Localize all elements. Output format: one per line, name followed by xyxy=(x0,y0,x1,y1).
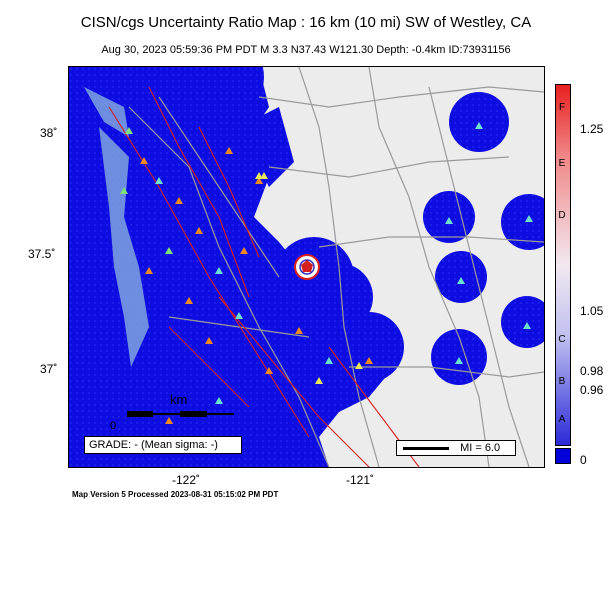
colorbar-letter-a: A xyxy=(558,414,566,425)
mi-legend-label: MI = 6.0 xyxy=(460,442,501,454)
colorbar-value-0-98: 0.98 xyxy=(580,364,604,378)
uncertainty-map xyxy=(68,66,545,468)
uncertainty-colorbar xyxy=(555,84,571,446)
lat-label-37: 37˚ xyxy=(40,362,58,376)
mi-legend: MI = 6.0 xyxy=(396,440,516,456)
colorbar-letter-d: D xyxy=(558,210,566,221)
map-title: CISN/cgs Uncertainty Ratio Map : 16 km (… xyxy=(80,14,532,31)
colorbar-letter-c: C xyxy=(558,334,566,345)
colorbar-null-swatch xyxy=(555,448,571,464)
map-canvas xyxy=(69,67,544,467)
scalebar-unit: km xyxy=(170,392,188,407)
event-details: Aug 30, 2023 05:59:36 PM PDT M 3.3 N37.4… xyxy=(101,44,511,56)
colorbar-value-1-05: 1.05 xyxy=(580,304,604,318)
lat-label-37-5: 37.5˚ xyxy=(28,247,56,261)
bay-water-north xyxy=(84,87,129,137)
colorbar-value-zero: 0 xyxy=(580,453,587,467)
colorbar-letter-f: F xyxy=(558,102,566,113)
colorbar-value-1-25: 1.25 xyxy=(580,122,604,136)
colorbar-letter-e: E xyxy=(558,158,566,169)
map-version-footer: Map Version 5 Processed 2023-08-31 05:15… xyxy=(72,490,279,499)
lon-label-122: -122˚ xyxy=(172,473,201,487)
scalebar-zero: 0 xyxy=(110,420,117,432)
colorbar-letter-b: B xyxy=(558,376,566,387)
coverage-area xyxy=(69,67,544,467)
bay-water xyxy=(99,127,149,367)
road-network xyxy=(128,67,544,467)
grade-box: GRADE: - (Mean sigma: -) xyxy=(84,436,242,454)
lat-label-38: 38˚ xyxy=(40,126,58,140)
mi-line-sample xyxy=(403,446,449,450)
distance-scale-bar xyxy=(127,411,234,417)
colorbar-value-0-96: 0.96 xyxy=(580,383,604,397)
lon-label-121: -121˚ xyxy=(346,473,375,487)
epicenter-marker xyxy=(294,254,320,280)
